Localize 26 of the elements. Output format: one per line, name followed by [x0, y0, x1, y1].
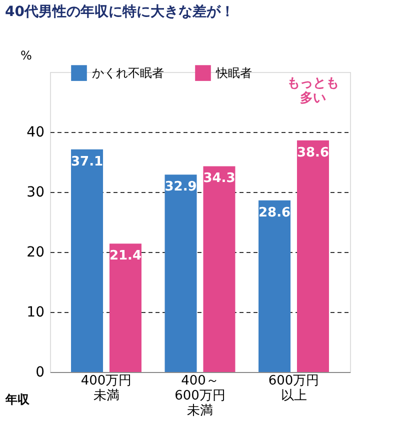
data-label: 37.1 — [70, 154, 104, 170]
data-label: 34.3 — [203, 171, 236, 186]
data-label: 28.6 — [258, 205, 291, 220]
bar — [164, 174, 197, 372]
bar — [296, 140, 329, 372]
annotation: もっとも多い — [286, 76, 339, 106]
bar — [109, 244, 142, 372]
data-label: 21.4 — [109, 248, 142, 264]
data-label: 32.9 — [164, 180, 197, 195]
y-axis-title: % — [20, 48, 32, 62]
y-tick-label: 10 — [26, 304, 44, 320]
y-tick-label: 20 — [26, 244, 44, 260]
x-tick-label: 400～600万円未満 — [174, 374, 226, 418]
bar — [258, 200, 291, 372]
x-tick-label: 400万円未満 — [80, 374, 132, 404]
data-label: 38.6 — [296, 145, 330, 160]
legend-label: かくれ不眠者 — [92, 66, 164, 80]
bar — [203, 166, 236, 372]
x-tick-label: 600万円以上 — [268, 374, 320, 404]
y-tick-label: 40 — [26, 124, 44, 140]
legend-label: 快眠者 — [215, 66, 252, 80]
y-tick-label: 30 — [26, 184, 44, 200]
y-tick-label: 0 — [36, 364, 44, 380]
chart-title: 40代男性の年収に特に大きな差が！ — [5, 4, 234, 20]
x-axis-title: 年収 — [4, 392, 30, 406]
bar — [71, 149, 104, 372]
